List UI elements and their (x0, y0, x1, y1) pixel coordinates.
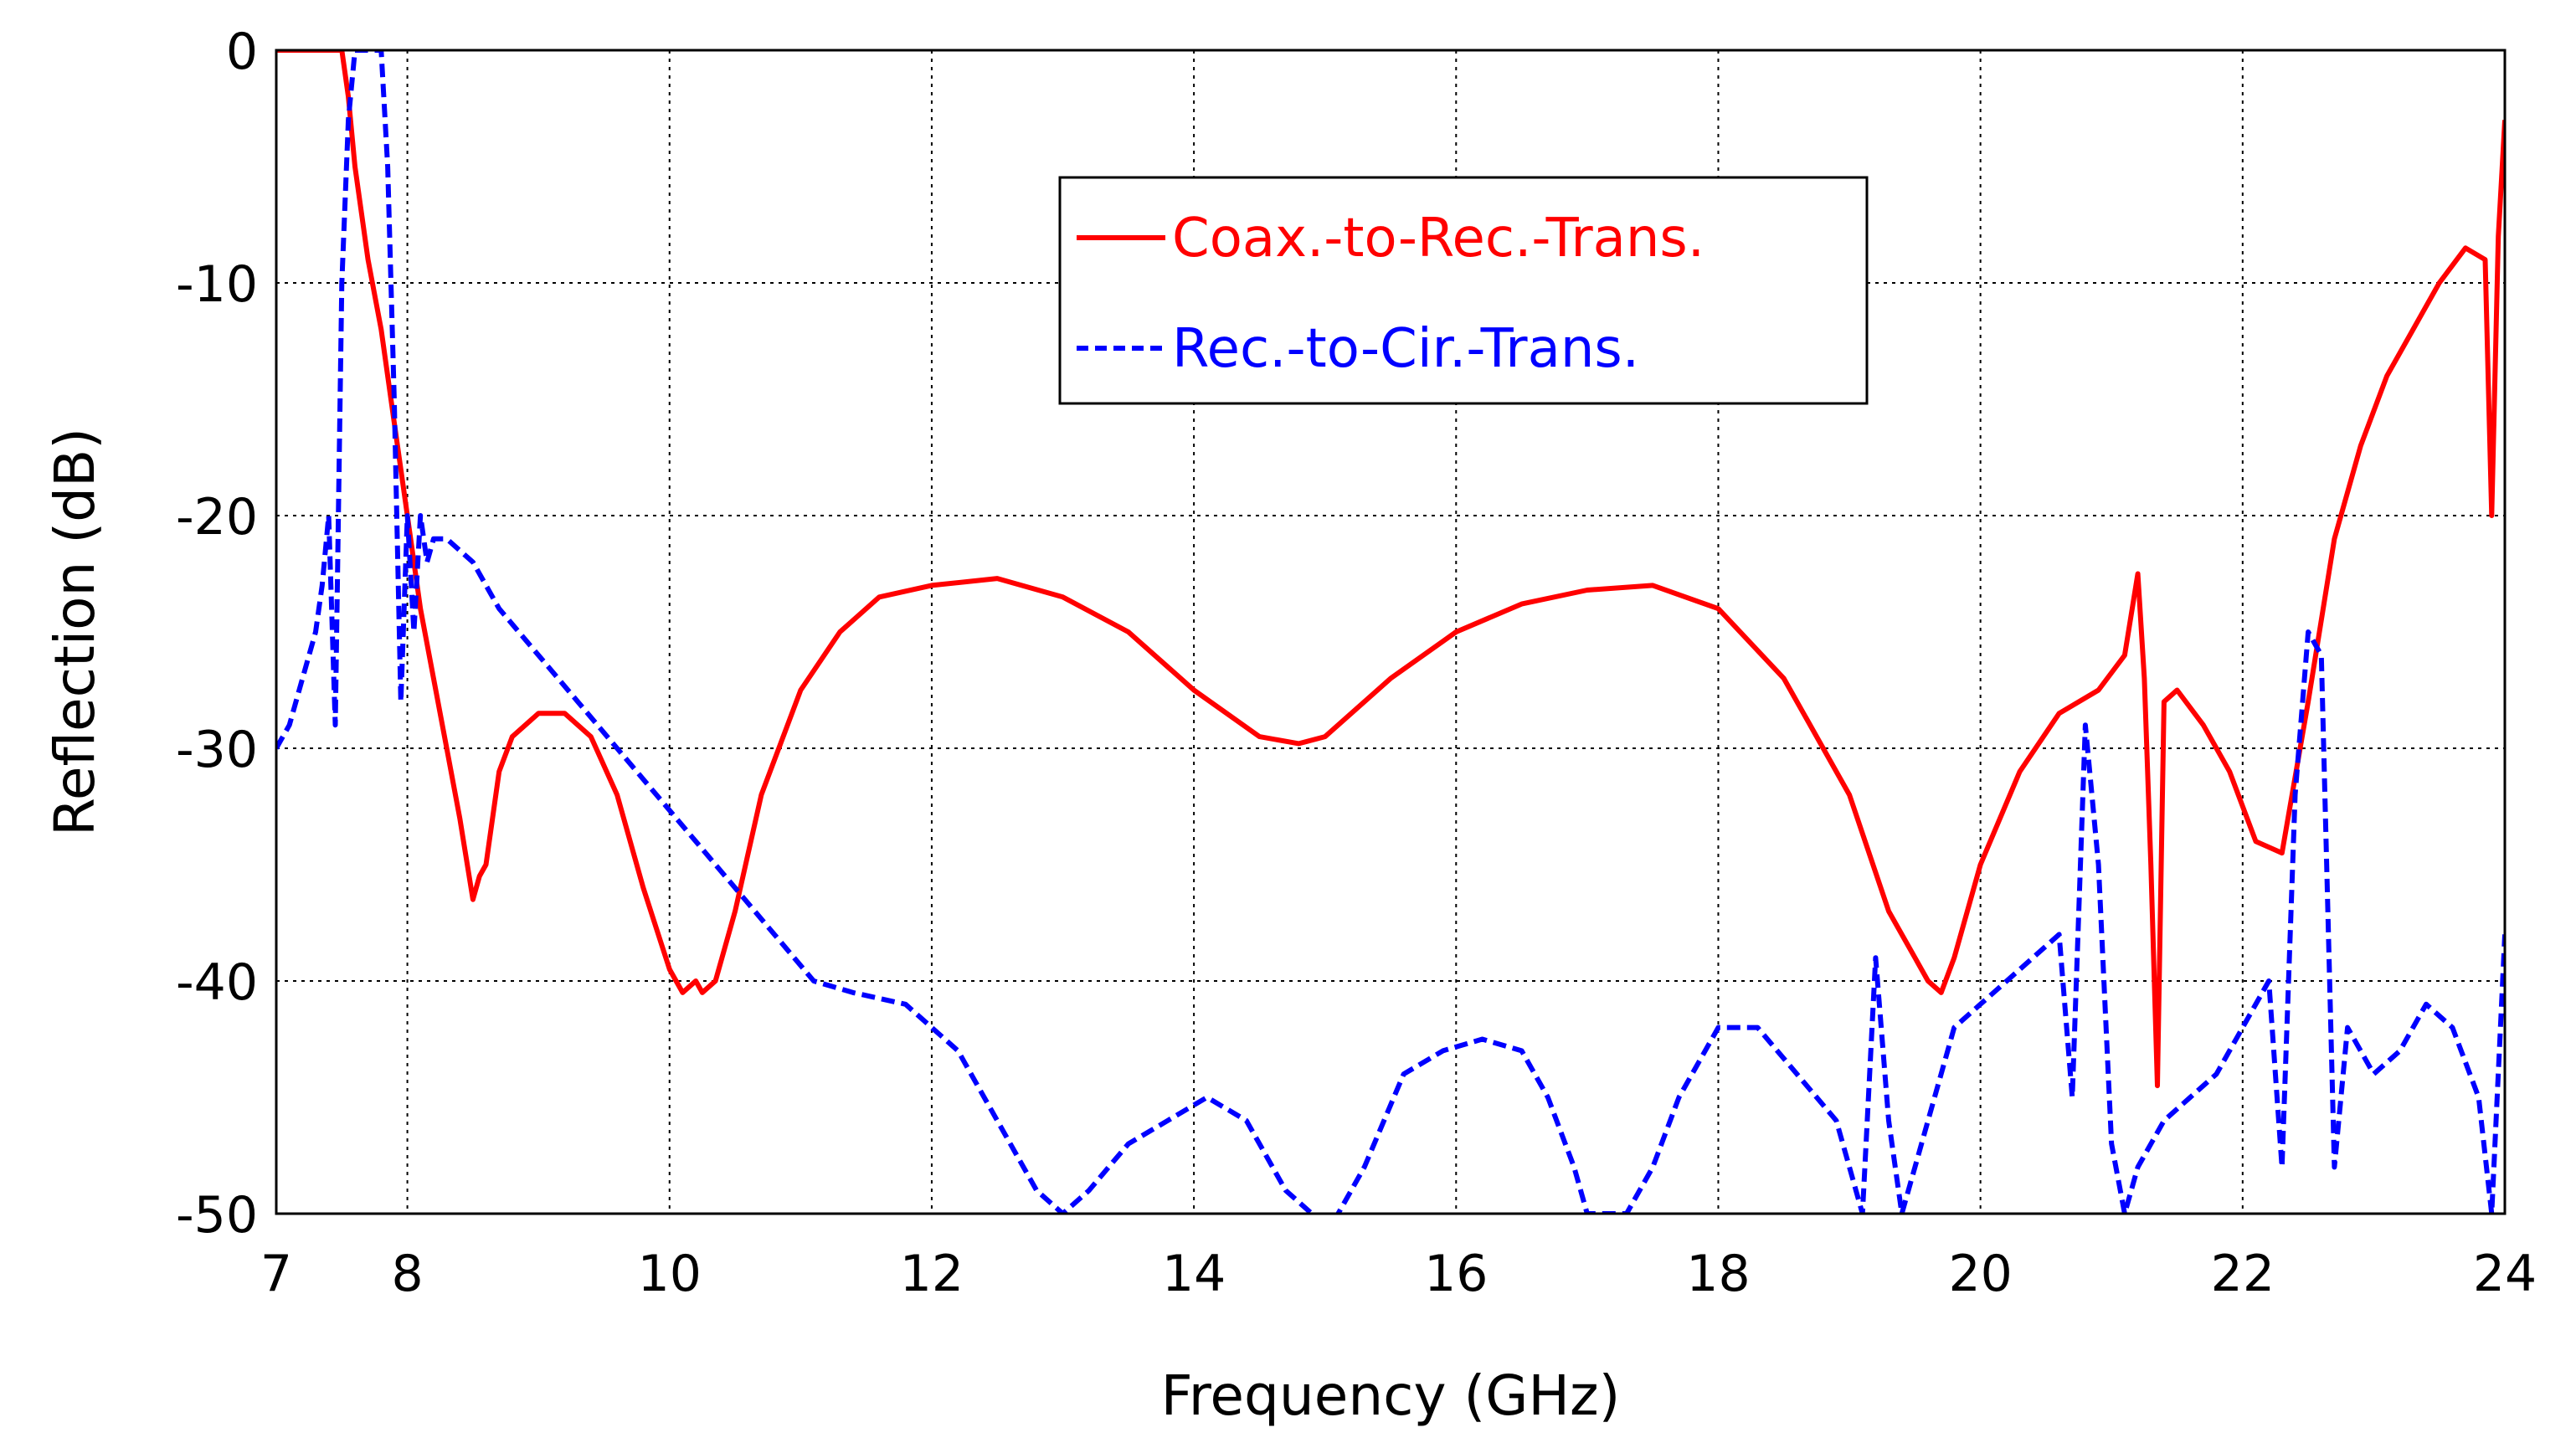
series-line-0 (276, 50, 2505, 1089)
x-tick-label: 12 (900, 1245, 964, 1303)
x-tick-label: 20 (1948, 1245, 2012, 1303)
y-axis-label: Reflection (dB) (43, 428, 107, 836)
legend-label-coax: Coax.-to-Rec.-Trans. (1172, 208, 1704, 270)
y-tick-label: -30 (176, 721, 258, 779)
plot-frame (275, 49, 2507, 1215)
y-tick-label: -40 (176, 953, 258, 1012)
x-tick-label: 10 (638, 1245, 702, 1303)
x-tick-label: 16 (1424, 1245, 1488, 1303)
y-tick-label: 0 (226, 23, 258, 81)
x-tick-label: 18 (1686, 1245, 1750, 1303)
x-tick-label: 14 (1162, 1245, 1226, 1303)
x-tick-label: 8 (391, 1245, 423, 1303)
legend: Coax.-to-Rec.-Trans. Rec.-to-Cir.-Trans. (1058, 176, 1869, 405)
x-tick-label: 24 (2473, 1245, 2537, 1303)
series-line-1 (276, 50, 2505, 1214)
series-group (276, 50, 2505, 1214)
y-tick-label: -50 (176, 1186, 258, 1245)
y-tick-label: -10 (176, 255, 258, 314)
x-tick-label: 22 (2211, 1245, 2275, 1303)
x-tick-labels: 7 8 10 12 14 16 18 20 22 24 (260, 1245, 2537, 1303)
legend-box (1058, 176, 1869, 405)
legend-label-rec: Rec.-to-Cir.-Trans. (1172, 318, 1639, 380)
x-tick-label: 7 (260, 1245, 292, 1303)
x-axis-label: Frequency (GHz) (1161, 1363, 1621, 1428)
y-tick-label: -20 (176, 488, 258, 547)
y-tick-labels: 0 -10 -20 -30 -40 -50 (176, 23, 258, 1245)
